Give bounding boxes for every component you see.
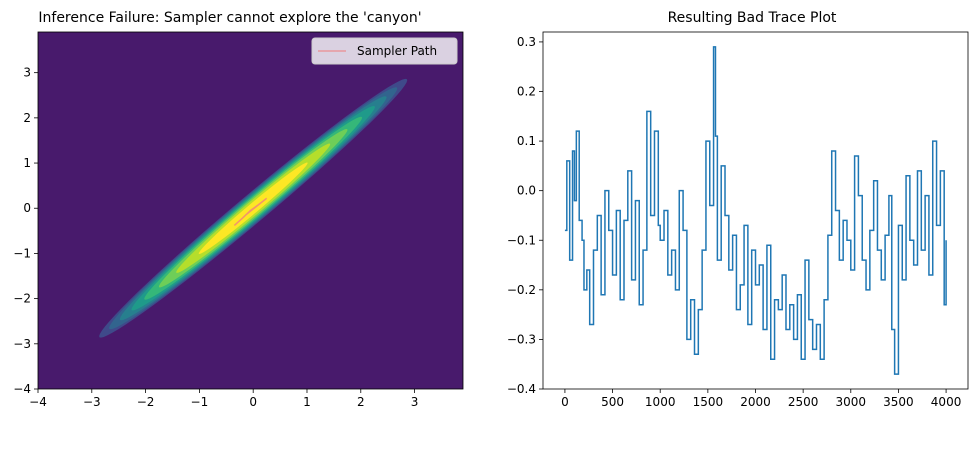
- trace-xtick-label: 1500: [693, 395, 724, 409]
- trace-ytick-label: 0.2: [517, 85, 536, 99]
- contour-chart-title: Inference Failure: Sampler cannot explor…: [38, 10, 421, 26]
- trace-ytick-label: 0.1: [517, 134, 536, 148]
- trace-xtick-label: 0: [561, 395, 569, 409]
- contour-ytick-label: 3: [23, 66, 31, 80]
- contour-xtick-label: −2: [137, 395, 155, 409]
- trace-xtick-label: 500: [601, 395, 624, 409]
- trace-ytick-label: −0.3: [507, 332, 536, 346]
- trace-xtick-label: 2000: [740, 395, 771, 409]
- contour-xtick-label: 2: [357, 395, 365, 409]
- trace-chart-title: Resulting Bad Trace Plot: [668, 10, 837, 26]
- trace-xtick-label: 3500: [883, 395, 914, 409]
- trace-axes-frame: [542, 31, 969, 390]
- trace-xtick-label: 2500: [788, 395, 819, 409]
- contour-ytick-label: 2: [23, 111, 31, 125]
- contour-axes-frame: [37, 31, 464, 390]
- contour-ytick-label: −3: [13, 337, 31, 351]
- contour-xtick-label: 1: [303, 395, 311, 409]
- trace-xtick-label: 1000: [645, 395, 676, 409]
- contour-xtick-label: −3: [83, 395, 101, 409]
- legend-label-sampler-path: Sampler Path: [357, 44, 437, 58]
- trace-ytick-label: −0.4: [507, 382, 536, 396]
- contour-xtick-label: 3: [411, 395, 419, 409]
- sampler-path-line: [233, 197, 268, 226]
- trace-chart: Resulting Bad Trace Plot 0 500 1000 1500 200…: [507, 10, 969, 409]
- trace-xtick-label: 3000: [836, 395, 867, 409]
- trace-ytick-label: 0.3: [517, 35, 536, 49]
- trace-ytick-label: −0.2: [507, 283, 536, 297]
- legend-box: [311, 37, 458, 65]
- legend: Sampler Path: [311, 37, 458, 65]
- trace-ytick-label: 0.0: [517, 184, 536, 198]
- contour-ytick-label: −2: [13, 292, 31, 306]
- trace-ytick-label: −0.1: [507, 233, 536, 247]
- trace-xtick-label: 4000: [931, 395, 962, 409]
- trace-series-line: [564, 46, 947, 375]
- contour-ytick-label: −1: [13, 246, 31, 260]
- contour-xtick-label: −1: [191, 395, 209, 409]
- contour-xtick-label: 0: [249, 395, 257, 409]
- contour-ytick-label: 0: [23, 201, 31, 215]
- contour-chart: Inference Failure: Sampler cannot explor…: [13, 10, 464, 409]
- contour-xtick-label: −4: [29, 395, 47, 409]
- contour-ytick-label: −4: [13, 382, 31, 396]
- contour-ytick-label: 1: [23, 156, 31, 170]
